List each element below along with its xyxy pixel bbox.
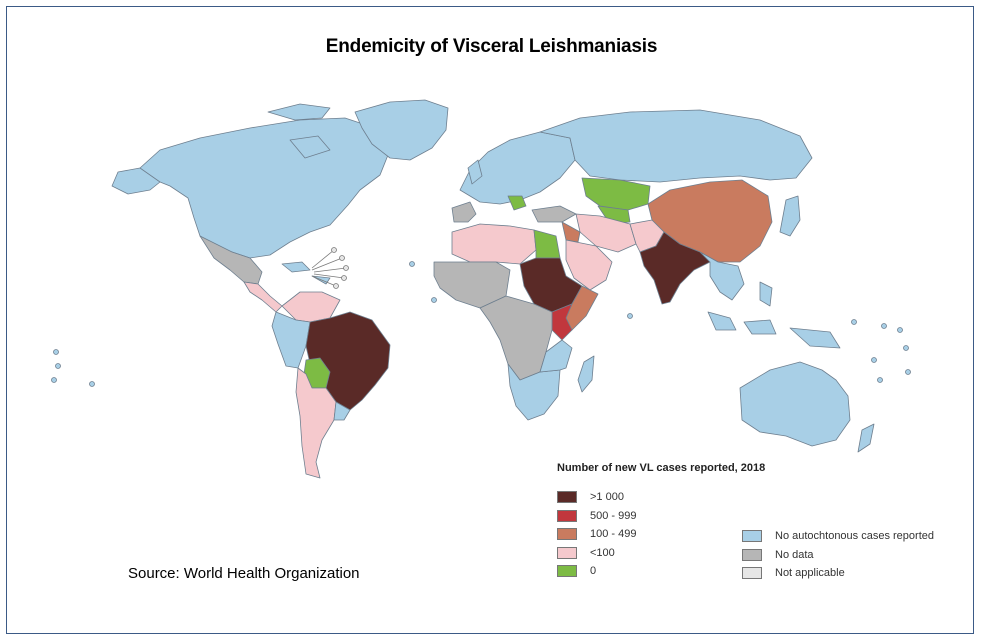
region-balkans (507, 195, 527, 211)
legend-swatch (557, 491, 577, 503)
legend-label: 0 (590, 565, 597, 577)
legend-item-case-4: 0 (557, 564, 596, 578)
region-india (639, 231, 711, 305)
region-uk (467, 159, 483, 185)
legend-item-other-2: Not applicable (742, 566, 845, 580)
legend-title: Number of new VL cases reported, 2018 (557, 462, 766, 474)
region-uruguay (333, 401, 351, 421)
region-north-africa (451, 223, 537, 265)
region-russia (539, 109, 813, 183)
legend-item-case-2: 100 - 499 (557, 527, 636, 541)
region-philippines (759, 281, 773, 307)
legend-swatch (557, 546, 577, 559)
region-north-america (139, 117, 391, 259)
region-east-africa-coast (539, 339, 573, 373)
legend-label: >1 000 (590, 491, 624, 503)
region-canada-islands (267, 103, 331, 159)
legend-item-other-1: No data (742, 548, 814, 562)
region-japan (779, 195, 801, 237)
legend-item-case-0: >1 000 (557, 490, 624, 504)
legend-swatch (557, 528, 577, 540)
region-southeast-asia (699, 251, 745, 301)
region-arabia (565, 239, 613, 291)
region-syria-iraq (561, 221, 581, 243)
legend-swatch (742, 567, 762, 579)
legend-label: No data (775, 548, 814, 561)
region-southern-africa (507, 363, 561, 421)
region-southern-cone (295, 367, 337, 479)
region-kazakhstan (581, 177, 651, 211)
legend-label: <100 (590, 546, 615, 559)
region-madagascar (577, 355, 595, 393)
region-iberia (451, 201, 477, 223)
map-title: Endemicity of Visceral Leishmaniasis (325, 36, 658, 57)
region-turkey (531, 205, 577, 223)
region-indonesia (707, 311, 841, 349)
legend-item-other-0: No autochtonous cases reported (742, 529, 934, 543)
region-australia (739, 361, 851, 447)
legend-item-case-3: <100 (557, 546, 615, 560)
small-islands (51, 261, 911, 387)
region-central-america (243, 281, 283, 313)
region-alaska (111, 167, 161, 195)
legend-swatch (557, 509, 577, 522)
source-caption: Source: World Health Organization (128, 565, 360, 582)
legend-label: Not applicable (775, 567, 845, 579)
legend-label: 100 - 499 (590, 528, 637, 540)
caribbean-callouts (311, 247, 349, 289)
legend-swatch (742, 548, 762, 561)
region-greenland (354, 99, 449, 161)
region-iraq-iran (575, 213, 637, 253)
legend-swatch (742, 530, 762, 542)
legend-swatch (557, 565, 577, 577)
region-egypt (533, 229, 561, 259)
legend-item-case-1: 500 - 999 (557, 509, 636, 523)
legend-label: No autochtonous cases reported (775, 530, 934, 542)
legend-label: 500 - 999 (590, 509, 637, 522)
region-new-zealand (857, 423, 875, 453)
